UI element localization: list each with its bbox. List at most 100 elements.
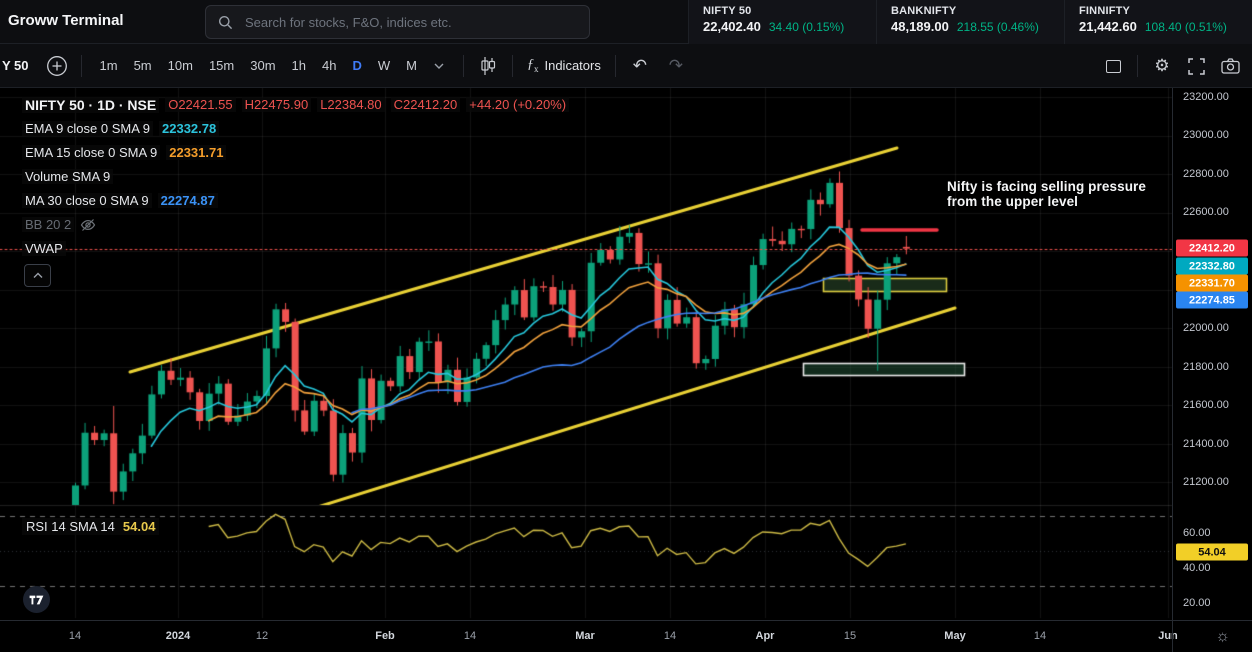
price-axis-label: 22000.00 bbox=[1183, 322, 1229, 334]
rsi-legend-row[interactable]: RSI 14 SMA 14 54.04 bbox=[22, 518, 160, 535]
ticker-change: 34.40 (0.15%) bbox=[768, 20, 845, 34]
time-axis-label: 15 bbox=[843, 630, 857, 642]
timeframe-menu-button[interactable] bbox=[425, 52, 453, 80]
timeframe-button-D[interactable]: D bbox=[352, 58, 362, 73]
indicator-value: 22331.71 bbox=[166, 145, 227, 160]
snapshot-button[interactable] bbox=[1216, 52, 1244, 80]
compare-add-button[interactable] bbox=[43, 52, 71, 80]
annotation-line-1: Nifty is facing selling pressure bbox=[947, 179, 1147, 194]
price-axis-label: 21600.00 bbox=[1183, 399, 1229, 411]
timeframe-button-4h[interactable]: 4h bbox=[322, 58, 337, 73]
indicator-row-bb[interactable]: BB 20 2 bbox=[22, 216, 96, 233]
indicators-button[interactable]: ƒx Indicators bbox=[523, 52, 605, 80]
ohlc-close: C22412.20 bbox=[390, 97, 461, 112]
timeframe-button-30m[interactable]: 30m bbox=[250, 58, 276, 73]
price-axis-label: 21400.00 bbox=[1183, 438, 1229, 450]
price-axis[interactable]: 23200.00 23000.00 22800.00 22600.00 22000.00… bbox=[1172, 88, 1252, 620]
price-axis-label: 60.00 bbox=[1183, 527, 1211, 539]
top-bar: Groww Terminal NIFTY 50 22,402.40 34.40 … bbox=[0, 0, 1252, 44]
legend-collapse-button[interactable] bbox=[24, 264, 51, 287]
fullscreen-button[interactable] bbox=[1182, 52, 1210, 80]
ticker-price: 21,442.60 bbox=[1079, 19, 1137, 34]
chart-toolbar: Y 50 1m 5m 10m 15m 30m 1h 4h D W M bbox=[0, 44, 1252, 88]
redo-button[interactable]: ↷ bbox=[662, 52, 690, 80]
time-axis-label: Feb bbox=[375, 630, 395, 642]
time-axis-label: Apr bbox=[755, 630, 775, 642]
search-box[interactable] bbox=[205, 5, 590, 39]
indicator-row-volume[interactable]: Volume SMA 9 bbox=[22, 168, 114, 185]
time-axis-label: 2024 bbox=[165, 630, 191, 642]
indicator-label: EMA 9 close 0 SMA 9 bbox=[22, 121, 154, 136]
redo-icon: ↷ bbox=[668, 56, 683, 75]
search-input[interactable] bbox=[245, 14, 577, 30]
ticker-nifty50[interactable]: NIFTY 50 22,402.40 34.40 (0.15%) bbox=[688, 0, 876, 44]
time-axis-label: 14 bbox=[68, 630, 82, 642]
price-axis-label: 20.00 bbox=[1183, 597, 1211, 609]
time-axis[interactable]: ☼ 14 2024 12 Feb 14 Mar 14 Apr 15 May 14 Jun bbox=[0, 620, 1252, 652]
price-axis-label: 21800.00 bbox=[1183, 361, 1229, 373]
indicator-row-ema15[interactable]: EMA 15 close 0 SMA 9 22331.71 bbox=[22, 144, 227, 161]
chart-style-button[interactable] bbox=[474, 52, 502, 80]
price-axis-label: 23200.00 bbox=[1183, 91, 1229, 103]
fx-icon: ƒx bbox=[526, 57, 539, 74]
indicator-label: EMA 15 close 0 SMA 9 bbox=[22, 145, 161, 160]
undo-button[interactable]: ↶ bbox=[626, 52, 654, 80]
indicator-row-vwap[interactable]: VWAP bbox=[22, 240, 66, 257]
indicator-label: VWAP bbox=[22, 241, 66, 256]
indicators-label: Indicators bbox=[544, 58, 601, 73]
price-tag: 22412.20 bbox=[1176, 239, 1248, 257]
time-axis-label: Jun bbox=[1158, 630, 1178, 642]
ticker-banknifty[interactable]: BANKNIFTY 48,189.00 218.55 (0.46%) bbox=[876, 0, 1064, 44]
eye-off-icon[interactable] bbox=[80, 218, 96, 232]
price-tag: 22332.80 bbox=[1176, 257, 1248, 275]
ticker-price: 22,402.40 bbox=[703, 19, 761, 34]
ticker-name: NIFTY 50 bbox=[703, 5, 752, 17]
undo-icon: ↶ bbox=[632, 56, 647, 75]
chevron-up-icon bbox=[33, 272, 42, 278]
candlestick-chart[interactable] bbox=[0, 88, 1252, 620]
timeframe-button-1h[interactable]: 1h bbox=[291, 58, 306, 73]
timeframe-button-10m[interactable]: 10m bbox=[167, 58, 193, 73]
price-tag: 22331.70 bbox=[1176, 274, 1248, 292]
ticker-name: BANKNIFTY bbox=[891, 5, 957, 17]
price-tag: 22274.85 bbox=[1176, 291, 1248, 309]
indicator-label: MA 30 close 0 SMA 9 bbox=[22, 193, 152, 208]
timeframe-button-M[interactable]: M bbox=[406, 58, 417, 73]
tv-icon bbox=[29, 595, 44, 604]
layout-square-icon bbox=[1105, 59, 1121, 73]
timeframe-button-5m[interactable]: 5m bbox=[133, 58, 152, 73]
annotation-line-2: from the upper level bbox=[947, 194, 1079, 209]
candles-icon bbox=[481, 56, 496, 75]
divider bbox=[462, 54, 464, 77]
ticker-name: FINNIFTY bbox=[1079, 5, 1131, 17]
ticker-finnifty[interactable]: FINNIFTY 21,442.60 108.40 (0.51%) bbox=[1064, 0, 1252, 44]
divider bbox=[614, 54, 616, 77]
chart-legend: NIFTY 50 · 1D · NSE O22421.55 H22475.90 … bbox=[22, 96, 570, 287]
time-axis-label: 14 bbox=[663, 630, 677, 642]
legend-main-row[interactable]: NIFTY 50 · 1D · NSE O22421.55 H22475.90 … bbox=[22, 96, 570, 113]
rsi-value: 54.04 bbox=[122, 519, 156, 534]
plus-circle-icon bbox=[46, 55, 67, 76]
timeframe-button-W[interactable]: W bbox=[377, 58, 391, 73]
search-icon bbox=[219, 15, 233, 29]
timeframe-button-15m[interactable]: 15m bbox=[208, 58, 235, 73]
timeframe-button-1m[interactable]: 1m bbox=[99, 58, 118, 73]
divider bbox=[1137, 55, 1138, 77]
rsi-value-tag: 54.04 bbox=[1176, 543, 1248, 561]
layout-button[interactable] bbox=[1099, 52, 1127, 80]
tradingview-logo[interactable] bbox=[23, 586, 50, 613]
price-axis-label: 22600.00 bbox=[1183, 206, 1229, 218]
settings-button[interactable]: ⚙ bbox=[1148, 52, 1176, 80]
indicator-row-ma30[interactable]: MA 30 close 0 SMA 9 22274.87 bbox=[22, 192, 218, 209]
symbol-label[interactable]: Y 50 bbox=[2, 58, 29, 73]
indicator-label: BB 20 2 bbox=[22, 217, 75, 232]
price-axis-label: 22800.00 bbox=[1183, 168, 1229, 180]
indicator-value: 22274.87 bbox=[157, 193, 218, 208]
time-axis-label: May bbox=[944, 630, 966, 642]
index-tickers: NIFTY 50 22,402.40 34.40 (0.15%) BANKNIF… bbox=[688, 0, 1252, 44]
sun-theme-icon[interactable]: ☼ bbox=[1215, 628, 1230, 645]
price-axis-label: 21200.00 bbox=[1183, 476, 1229, 488]
indicator-row-ema9[interactable]: EMA 9 close 0 SMA 9 22332.78 bbox=[22, 120, 220, 137]
ticker-change: 218.55 (0.46%) bbox=[956, 20, 1039, 34]
